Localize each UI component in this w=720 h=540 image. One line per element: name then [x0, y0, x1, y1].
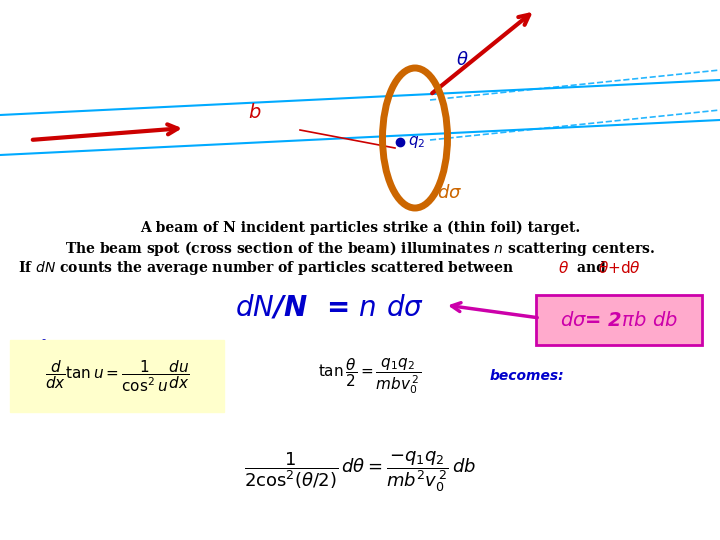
- Text: The beam spot (cross section of the beam) illuminates $n$ scattering centers.: The beam spot (cross section of the beam…: [65, 239, 655, 258]
- Text: $d\sigma$: $d\sigma$: [437, 184, 462, 202]
- Text: becomes:: becomes:: [490, 369, 564, 383]
- Text: If $dN$ counts the average number of particles scattered between: If $dN$ counts the average number of par…: [18, 259, 515, 277]
- Text: $\theta$+d$\theta$: $\theta$+d$\theta$: [598, 260, 641, 276]
- FancyBboxPatch shape: [536, 295, 702, 345]
- Text: and: and: [572, 261, 611, 275]
- Text: $b$: $b$: [248, 103, 262, 122]
- Text: $\theta$: $\theta$: [456, 51, 468, 69]
- Text: $d\sigma$= 2$\pi$$b$ $db$: $d\sigma$= 2$\pi$$b$ $db$: [560, 310, 678, 329]
- Text: $\dfrac{d}{dx}\tan u = \dfrac{1}{\cos^2 u}\dfrac{du}{dx}$: $\dfrac{d}{dx}\tan u = \dfrac{1}{\cos^2 …: [45, 358, 189, 394]
- Text: $q_2$: $q_2$: [408, 134, 426, 150]
- Text: $\dfrac{1}{2\cos^2\!\left(\theta/2\right)}\,d\theta = \dfrac{-q_1 q_2}{mb^2 v_0^: $\dfrac{1}{2\cos^2\!\left(\theta/2\right…: [244, 450, 476, 495]
- Text: A beam of N incident particles strike a (thin foil) target.: A beam of N incident particles strike a …: [140, 221, 580, 235]
- Text: $\theta$: $\theta$: [558, 260, 569, 276]
- Text: $dN$/N  = $n$ $d\sigma$: $dN$/N = $n$ $d\sigma$: [235, 294, 425, 322]
- FancyBboxPatch shape: [10, 340, 224, 412]
- Text: $\tan\dfrac{\theta}{2} = \dfrac{q_1 q_2}{mbv_0^{\,2}}$: $\tan\dfrac{\theta}{2} = \dfrac{q_1 q_2}…: [318, 356, 421, 396]
- Text: using: using: [18, 339, 69, 357]
